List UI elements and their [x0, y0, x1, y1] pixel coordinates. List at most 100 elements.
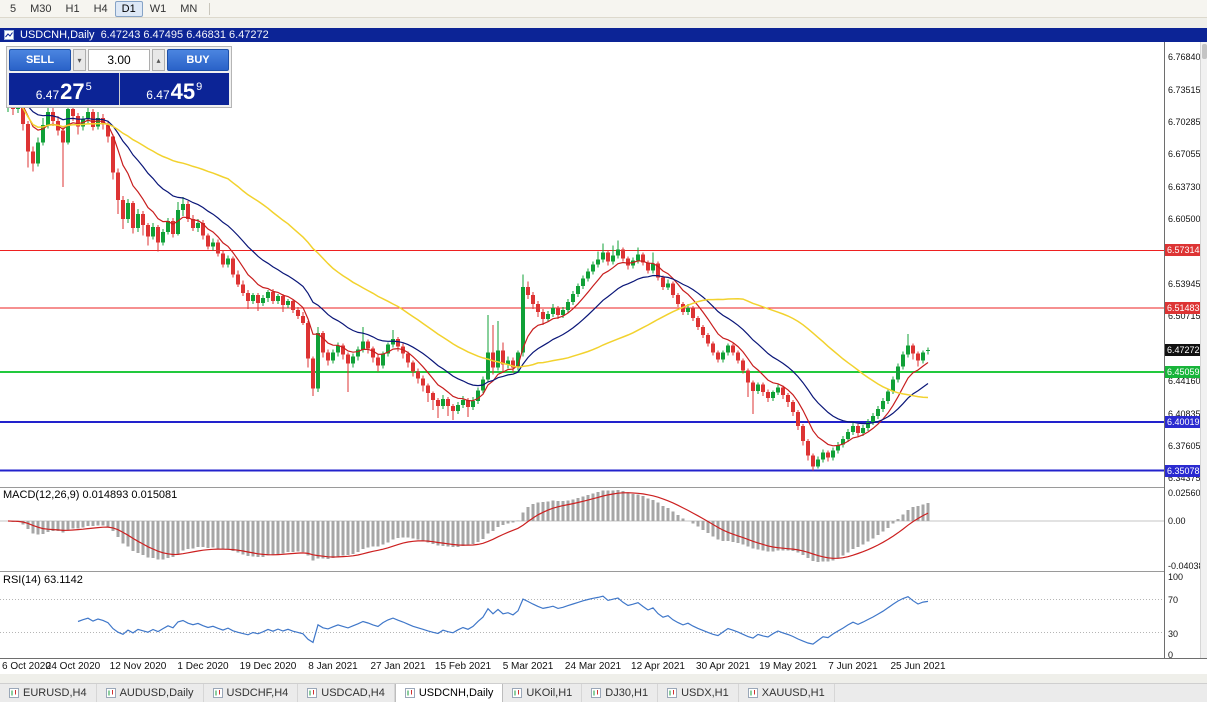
chart-tab-icon: [512, 688, 523, 698]
bid-fraction: 5: [85, 81, 92, 93]
chart-tab-ukoil-h1[interactable]: UKOil,H1: [503, 684, 583, 702]
horizontal-level-lines: [0, 249, 1164, 472]
chart-tab-icon: [307, 688, 318, 698]
price-axis-label: 6.63730: [1168, 182, 1201, 192]
price-axis-label: 6.37605: [1168, 441, 1201, 451]
date-axis-label: 24 Mar 2021: [564, 661, 622, 672]
macd-axis-label: -0.04038: [1168, 561, 1204, 571]
macd-axis-label: 0.025609: [1168, 488, 1206, 498]
chart-title-bar: USDCNH,Daily 6.47243 6.47495 6.46831 6.4…: [0, 28, 1207, 42]
level-price-label: 6.35078: [1165, 465, 1202, 477]
date-axis-label: 12 Nov 2020: [109, 661, 167, 672]
toolbar-separator: [209, 2, 211, 15]
price-axis-label: 6.76840: [1168, 52, 1201, 62]
date-axis-label: 25 Jun 2021: [890, 661, 946, 672]
date-axis-label: 15 Feb 2021: [434, 661, 492, 672]
timeframe-button-m30[interactable]: M30: [30, 2, 52, 15]
chart-tab-icon: [212, 688, 223, 698]
volume-input[interactable]: 3.00: [88, 49, 150, 71]
chart-tab-icon: [667, 688, 678, 698]
chart-window-icon: [4, 30, 14, 40]
bid-big-figure: 6.47: [35, 88, 60, 102]
timeframe-button-h1[interactable]: H1: [65, 2, 80, 15]
chart-area: 6.76840 6.73515 6.70285 6.67055 6.63730 6.605…: [0, 42, 1207, 660]
timeframe-button-mn[interactable]: MN: [180, 2, 198, 15]
bid-pips: 27: [60, 79, 85, 104]
macd-label: MACD(12,26,9) 0.014893 0.015081: [3, 489, 178, 501]
chart-tab-usdcnh-daily[interactable]: USDCNH,Daily: [394, 684, 504, 702]
rsi-axis-label: 30: [1168, 629, 1179, 639]
vertical-scrollbar[interactable]: [1200, 42, 1207, 658]
price-axis-label: 6.70285: [1168, 117, 1201, 127]
chart-tab-icon: [404, 688, 415, 698]
chart-tab-eurusd-h4[interactable]: EURUSD,H4: [0, 684, 97, 702]
date-axis-label: 30 Apr 2021: [696, 661, 750, 672]
price-axis[interactable]: 6.76840 6.73515 6.70285 6.67055 6.63730 6.605…: [1164, 42, 1206, 660]
chart-tab-label: UKOil,H1: [526, 687, 573, 699]
chart-tab-label: EURUSD,H4: [23, 687, 87, 699]
timeframe-button-h4[interactable]: H4: [93, 2, 108, 15]
timeframe-toolbar: 5 M30 H1 H4 D1 W1 MN: [0, 0, 1207, 18]
ask-price-button[interactable]: 6.47 45 9: [119, 73, 229, 105]
volume-decrease-button[interactable]: ▾: [73, 49, 86, 71]
candles-layer: [6, 93, 930, 471]
chart-tab-icon: [9, 688, 19, 698]
date-axis-label: 6 Oct 2020: [2, 661, 51, 672]
scrollbar-thumb[interactable]: [1202, 44, 1207, 59]
timeframe-button-d1[interactable]: D1: [114, 0, 143, 17]
date-axis-label: 8 Jan 2021: [308, 661, 358, 672]
date-axis-label: 12 Apr 2021: [631, 661, 685, 672]
chart-tab-icon: [747, 688, 758, 698]
date-axis-label: 7 Jun 2021: [828, 661, 878, 672]
date-axis-label: 5 Mar 2021: [502, 661, 554, 672]
level-price-label: 6.40019: [1165, 416, 1202, 428]
buy-button[interactable]: BUY: [167, 49, 229, 71]
macd-histogram: [11, 490, 930, 562]
chart-title-ohlc: 6.47243 6.47495 6.46831 6.47272: [100, 29, 269, 41]
rsi-line: [77, 595, 929, 645]
sell-button[interactable]: SELL: [9, 49, 71, 71]
volume-increase-button[interactable]: ▴: [152, 49, 165, 71]
bid-price-button[interactable]: 6.47 27 5: [9, 73, 119, 105]
rsi-axis-label: 0: [1168, 650, 1174, 660]
chart-tab-dj30-h1[interactable]: DJ30,H1: [582, 684, 659, 702]
price-axis-label: 6.73515: [1168, 85, 1201, 95]
chart-tab-usdx-h1[interactable]: USDX,H1: [658, 684, 739, 702]
chart-title-symbol: USDCNH,Daily: [20, 29, 95, 41]
date-axis-label: 24 Oct 2020: [45, 661, 101, 672]
date-axis[interactable]: 6 Oct 2020 24 Oct 2020 12 Nov 2020 1 Dec 20…: [0, 658, 1207, 674]
one-click-trading-panel: SELL ▾ 3.00 ▴ BUY 6.47 27 5 6.47 45 9: [6, 46, 232, 108]
price-axis-label: 6.40835: [1168, 409, 1201, 419]
date-axis-label: 19 May 2021: [759, 661, 817, 672]
rsi-axis-label: 70: [1168, 595, 1179, 605]
level-price-label: 6.57314: [1165, 244, 1202, 256]
moving-average-lines: [7, 97, 929, 447]
ask-fraction: 9: [196, 81, 203, 93]
date-axis-label: 27 Jan 2021: [370, 661, 426, 672]
rsi-label: RSI(14) 63.1142: [3, 574, 83, 586]
chart-tab-label: USDCNH,Daily: [418, 687, 494, 699]
current-price-label: 6.47272: [1165, 344, 1202, 356]
rsi-axis-label: 100: [1168, 572, 1184, 582]
ask-pips: 45: [170, 79, 196, 104]
timeframe-button-5[interactable]: 5: [10, 2, 17, 15]
chart-tab-usdchf-h4[interactable]: USDCHF,H4: [203, 684, 299, 702]
chart-tab-audusd-daily[interactable]: AUDUSD,Daily: [96, 684, 204, 702]
chart-tab-label: USDCHF,H4: [226, 687, 289, 699]
price-axis-label: 6.50715: [1168, 311, 1201, 321]
price-axis-label: 6.44160: [1168, 376, 1201, 386]
chart-tab-usdcad-h4[interactable]: USDCAD,H4: [298, 684, 395, 702]
chart-tab-xauusd-h1[interactable]: XAUUSD,H1: [738, 684, 835, 702]
chart-tab-label: AUDUSD,Daily: [119, 687, 194, 699]
chart-tabs-bar: EURUSD,H4 AUDUSD,Daily USDCHF,H4 USDCAD,H4 U…: [0, 683, 1207, 702]
price-axis-label: 6.34375: [1168, 473, 1201, 483]
chart-tab-icon: [591, 688, 602, 698]
macd-signal-line: [7, 492, 929, 559]
chart-tab-label: DJ30,H1: [605, 687, 649, 699]
chart-tab-label: XAUUSD,H1: [761, 687, 825, 699]
level-price-label: 6.51483: [1165, 302, 1202, 314]
price-chart-canvas[interactable]: [0, 42, 1164, 658]
price-axis-label: 6.53945: [1168, 279, 1201, 289]
timeframe-button-w1[interactable]: W1: [149, 2, 167, 15]
